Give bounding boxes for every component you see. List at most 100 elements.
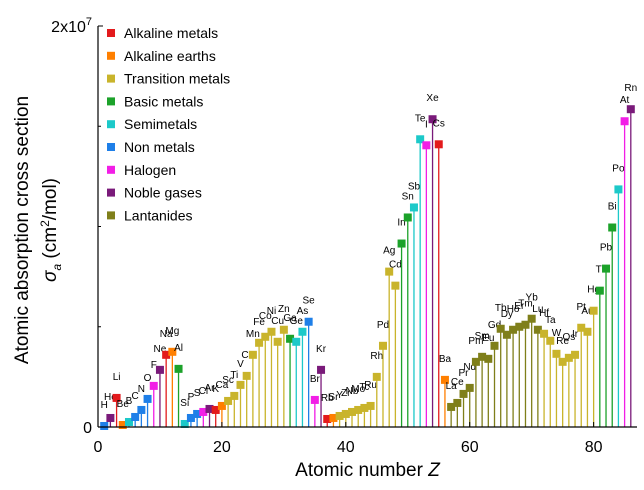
element-label-n: N [138,384,145,395]
legend-label-alkearth: Alkaline earths [124,48,216,64]
marker-ag [385,267,394,276]
x-tick-label: 60 [461,439,479,456]
marker-i [422,141,431,150]
x-tick-label: 0 [94,439,103,456]
marker-tl [595,286,604,295]
element-label-ca: Ca [216,380,229,391]
marker-cd [391,281,400,290]
element-label-li: Li [113,372,121,383]
marker-dy [502,330,511,339]
marker-pm [471,357,480,366]
legend: Alkaline metals Alkaline earths Transition… [107,25,230,223]
legend-marker-halogen [107,165,115,174]
legend-label-alkali: Alkaline metals [124,25,218,41]
marker-as [298,327,307,336]
marker-fe [255,338,264,347]
element-label-dy: Dy [501,309,513,320]
element-label-er: Er [514,301,525,312]
marker-tm [521,320,530,329]
element-label-po: Po [612,163,625,174]
element-label-ne: Ne [154,344,167,355]
element-label-rb: Rb [321,393,334,404]
element-label-c: C [132,391,139,402]
marker-w [552,349,561,358]
legend-label-transition: Transition metals [124,71,230,87]
marker-rb [323,414,332,423]
element-label-sb: Sb [408,181,421,192]
marker-h [100,421,109,430]
element-label-fe: Fe [253,317,265,328]
element-label-w: W [552,328,562,339]
marker-ga [286,334,295,343]
marker-b [124,417,133,426]
marker-gd [490,341,499,350]
element-label-b: B [126,396,133,407]
element-label-in: In [397,218,405,229]
legend-marker-basic [107,97,115,106]
element-label-yb: Yb [526,293,539,304]
marker-ne [155,365,164,374]
marker-mn [248,350,257,359]
marker-nb [348,407,357,416]
legend-marker-transition [107,74,115,83]
marker-br [310,395,319,404]
element-label-tm: Tm [518,299,532,310]
element-label-la: La [446,381,458,392]
element-label-hg: Hg [587,285,600,296]
marker-sc [224,396,233,405]
marker-cl [199,407,208,416]
marker-rn [626,105,635,114]
element-label-na: Na [160,329,173,340]
element-label-cs: Cs [433,118,445,129]
element-label-ta: Ta [545,315,556,326]
element-label-mn: Mn [246,329,260,340]
marker-kr [317,365,326,374]
element-label-tl: Tl [596,265,604,276]
marker-s [193,409,202,418]
marker-ir [571,350,580,359]
marker-k [211,405,220,414]
element-label-h: H [101,400,108,411]
element-label-kr: Kr [316,344,327,355]
marker-ti [230,391,239,400]
element-label-be: Be [117,399,130,410]
marker-ge [292,337,301,346]
marker-p [186,413,195,422]
element-label-mg: Mg [165,326,179,337]
legend-label-lanthanide: Lantanides [124,207,193,223]
y-axis-title: Atomic absorption cross section [12,96,33,364]
marker-re [558,357,567,366]
marker-ru [366,401,375,410]
element-label-f: F [151,360,157,371]
element-label-tc: Tc [359,382,369,393]
marker-in [397,239,406,248]
marker-pr [459,389,468,398]
marker-at [620,117,629,126]
element-label-ir: Ir [572,329,579,340]
element-label-sn: Sn [402,191,414,202]
axes: 0 20 40 60 80 0 2x107 Atomic number Z Atomic abs… [12,16,637,481]
element-label-he: He [104,392,117,403]
marker-o [143,394,152,403]
marker-f [149,381,158,390]
marker-ta [546,336,555,345]
y-tick-label: 0 [83,420,92,437]
element-label-mo: Mo [351,384,365,395]
element-label-ba: Ba [439,354,452,365]
y-axis-units: σa (cm2/mol) [38,178,64,282]
element-label-al: Al [174,343,183,354]
marker-cr [242,371,251,380]
x-tick-label: 20 [213,439,231,456]
marker-eu [484,354,493,363]
legend-marker-nonmetal [107,143,115,151]
marker-n [137,405,146,414]
element-label-co: Co [259,311,272,322]
element-label-hf: Hf [539,308,549,319]
element-label-as: As [297,306,309,317]
element-label-zr: Zr [341,388,351,399]
marker-hg [589,306,598,315]
element-label-sm: Sm [475,331,490,342]
element-label-cd: Cd [389,260,402,271]
